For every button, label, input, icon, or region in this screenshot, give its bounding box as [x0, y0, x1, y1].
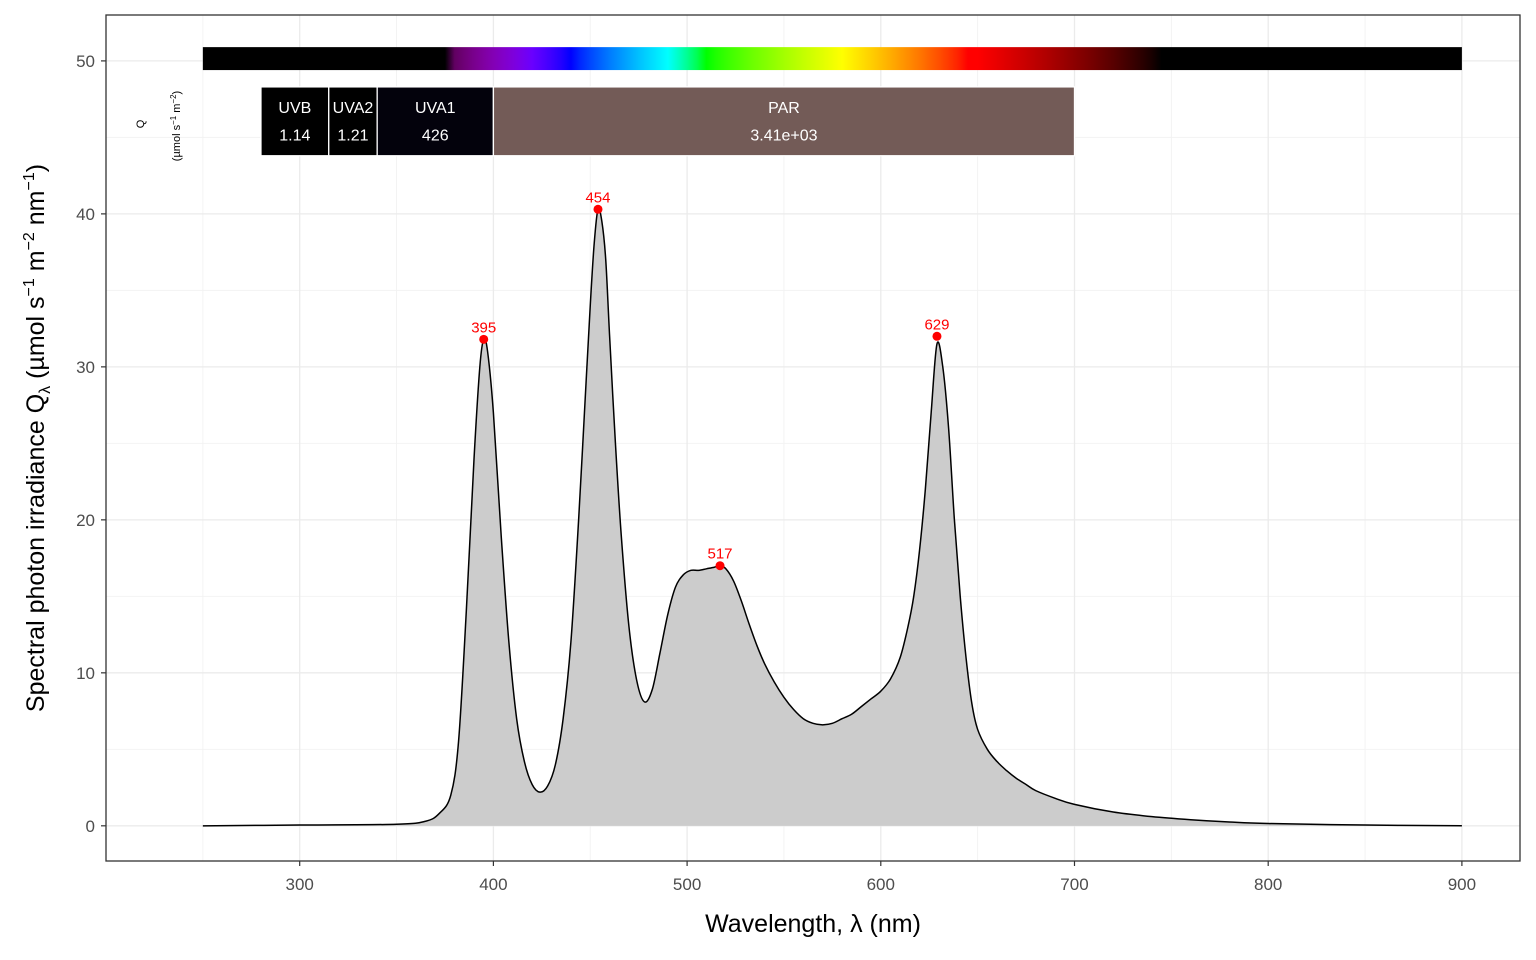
waveband-box	[260, 86, 330, 157]
waveband-value: 1.14	[279, 128, 310, 145]
waveband-box	[376, 86, 495, 157]
x-tick-label: 400	[479, 875, 507, 894]
q-label-symbol: Q	[135, 119, 147, 128]
peak-markers: 395 454 517 629	[471, 189, 949, 571]
x-tick-label: 600	[867, 875, 895, 894]
q-label: Q (µmol s−1 m−2)	[135, 91, 183, 161]
y-axis-title: Spectral photon irradiance Qλ (µmol s−1 …	[21, 164, 54, 712]
waveband-value: 3.41e+03	[750, 128, 817, 145]
y-tick-label: 20	[76, 511, 95, 530]
y-tick-label: 30	[76, 358, 95, 377]
waveband-value: 1.21	[337, 128, 368, 145]
x-tick-label: 300	[286, 875, 314, 894]
peak-marker	[715, 561, 725, 571]
wavelength-color-bar	[202, 47, 1462, 71]
peak-label: 395	[471, 319, 496, 336]
waveband-box	[328, 86, 378, 157]
y-tick-label: 40	[76, 205, 95, 224]
y-tick-label: 10	[76, 664, 95, 683]
x-axis-title: Wavelength, λ (nm)	[705, 910, 921, 938]
waveband-name: UVA1	[415, 100, 456, 117]
q-label-units: (µmol s−1 m−2)	[169, 91, 183, 161]
waveband-summary: UVB 1.14 UVA2 1.21 UVA1 426 PAR 3.41e+03	[260, 86, 1076, 157]
peak-marker	[479, 334, 489, 344]
peak-label: 629	[924, 316, 949, 333]
waveband-name: UVB	[278, 100, 311, 117]
x-tick-label: 500	[673, 875, 701, 894]
x-tick-label: 900	[1448, 875, 1476, 894]
x-tick-label: 700	[1060, 875, 1088, 894]
y-axis: 0 10 20 30 40 50	[76, 52, 106, 836]
waveband-name: UVA2	[333, 100, 374, 117]
waveband-name: PAR	[768, 100, 800, 117]
x-tick-label: 800	[1254, 875, 1282, 894]
x-axis: 300 400 500 600 700 800 900	[286, 861, 1476, 894]
y-tick-label: 0	[86, 817, 95, 836]
peak-label: 454	[585, 189, 610, 206]
y-tick-label: 50	[76, 52, 95, 71]
waveband-box	[492, 86, 1076, 157]
waveband-value: 426	[422, 128, 449, 145]
peak-marker	[593, 204, 603, 214]
peak-label: 517	[708, 546, 733, 563]
peak-marker	[932, 331, 942, 341]
panel-border	[105, 14, 1521, 862]
